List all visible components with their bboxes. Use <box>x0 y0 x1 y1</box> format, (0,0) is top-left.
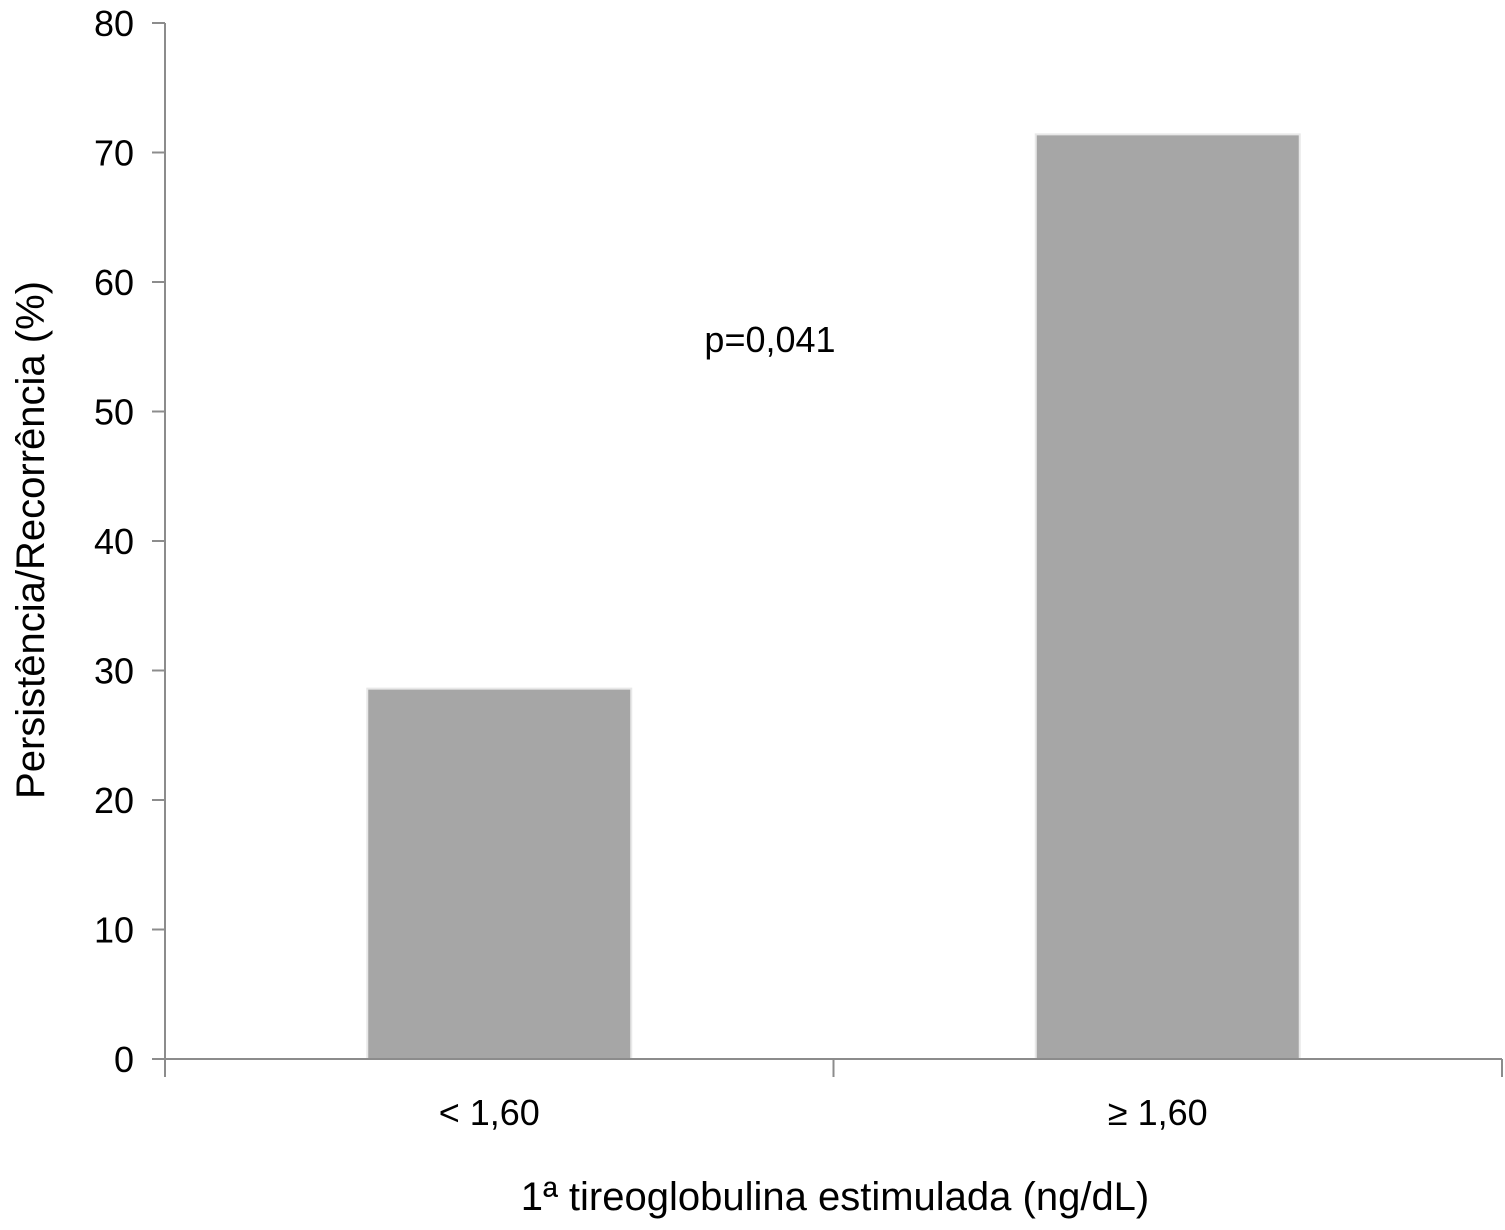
x-axis-title: 1ª tireoglobulina estimulada (ng/dL) <box>521 1175 1150 1219</box>
bars <box>366 133 1301 1060</box>
bar <box>366 687 633 1060</box>
bar <box>1034 133 1301 1060</box>
x-tick-label: ≥ 1,60 <box>1108 1092 1208 1133</box>
y-tick-label: 0 <box>114 1039 134 1080</box>
p-value-annotation: p=0,041 <box>704 319 835 360</box>
y-tick-label: 30 <box>94 651 134 692</box>
y-axis-title: Persistência/Recorrência (%) <box>9 281 53 799</box>
y-axis-ticks: 0 10 20 30 40 50 60 70 80 <box>94 3 165 1080</box>
x-tick-label: < 1,60 <box>439 1092 540 1133</box>
y-tick-label: 10 <box>94 910 134 951</box>
y-tick-label: 80 <box>94 3 134 44</box>
y-tick-label: 70 <box>94 133 134 174</box>
y-tick-label: 20 <box>94 780 134 821</box>
y-tick-label: 60 <box>94 262 134 303</box>
y-tick-label: 50 <box>94 392 134 433</box>
y-tick-label: 40 <box>94 521 134 562</box>
x-axis-ticks: < 1,60 ≥ 1,60 <box>164 1059 1503 1133</box>
